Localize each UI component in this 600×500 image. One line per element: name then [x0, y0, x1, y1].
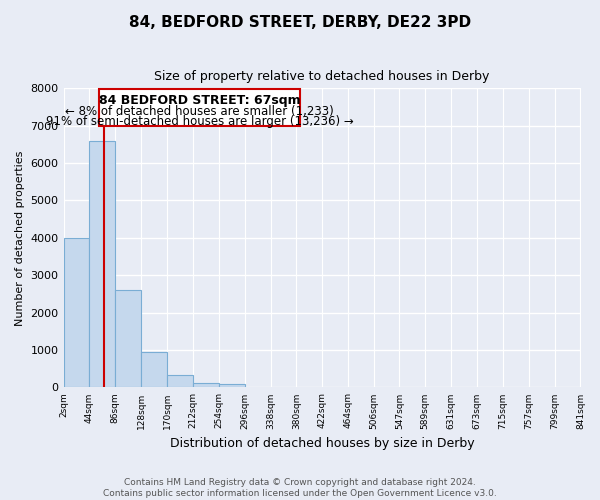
Text: 84 BEDFORD STREET: 67sqm: 84 BEDFORD STREET: 67sqm [98, 94, 300, 106]
Y-axis label: Number of detached properties: Number of detached properties [15, 150, 25, 326]
Text: Contains HM Land Registry data © Crown copyright and database right 2024.
Contai: Contains HM Land Registry data © Crown c… [103, 478, 497, 498]
Text: 91% of semi-detached houses are larger (13,236) →: 91% of semi-detached houses are larger (… [46, 115, 353, 128]
Text: ← 8% of detached houses are smaller (1,233): ← 8% of detached houses are smaller (1,2… [65, 105, 334, 118]
Bar [193, 383, 219, 388]
Bar [219, 384, 245, 388]
Bar [141, 352, 167, 388]
Bar [89, 140, 115, 388]
FancyBboxPatch shape [99, 88, 299, 126]
Text: 84, BEDFORD STREET, DERBY, DE22 3PD: 84, BEDFORD STREET, DERBY, DE22 3PD [129, 15, 471, 30]
Bar [167, 376, 193, 388]
Bar [115, 290, 141, 388]
Bar [64, 238, 89, 388]
Title: Size of property relative to detached houses in Derby: Size of property relative to detached ho… [154, 70, 490, 83]
X-axis label: Distribution of detached houses by size in Derby: Distribution of detached houses by size … [170, 437, 475, 450]
